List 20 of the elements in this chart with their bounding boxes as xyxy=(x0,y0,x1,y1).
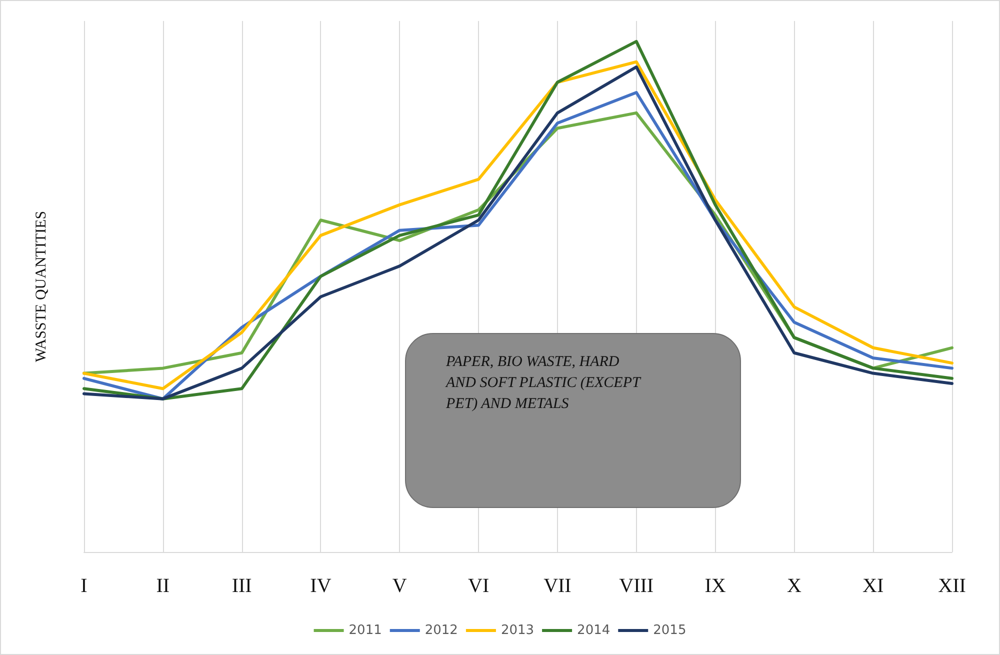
annotation: PAPER, BIO WASTE, HARD AND SOFT PLASTIC (EXCEPT PET) AND METALS xyxy=(446,353,642,414)
x-tick-label: VI xyxy=(468,575,490,597)
legend-label: 2014 xyxy=(577,623,610,638)
legend-label: 2012 xyxy=(424,623,458,638)
x-tick-label: IX xyxy=(704,575,726,597)
x-tick-label: I xyxy=(80,575,88,597)
x-tick-label: XII xyxy=(938,575,966,597)
rounded-box: PAPER, BIO WASTE, HARD AND SOFT PLASTIC (EXCEPT PET) AND METALS xyxy=(405,333,741,508)
x-tick-label: X xyxy=(786,575,802,597)
legend-label: 2011 xyxy=(348,623,382,638)
x-tick-label: XI xyxy=(862,575,884,597)
x-tick-label: III xyxy=(232,575,252,597)
x-tick-label: V xyxy=(392,575,408,597)
legend-label: 2013 xyxy=(500,623,534,638)
x-tick-label: VII xyxy=(544,575,572,597)
legend-label: 2015 xyxy=(653,623,686,638)
x-tick-label: II xyxy=(156,575,170,597)
y-axis-title: WASSTE QUANTITIES xyxy=(34,210,50,362)
x-tick-label: IV xyxy=(310,575,332,597)
x-tick-label: VIII xyxy=(619,575,654,597)
